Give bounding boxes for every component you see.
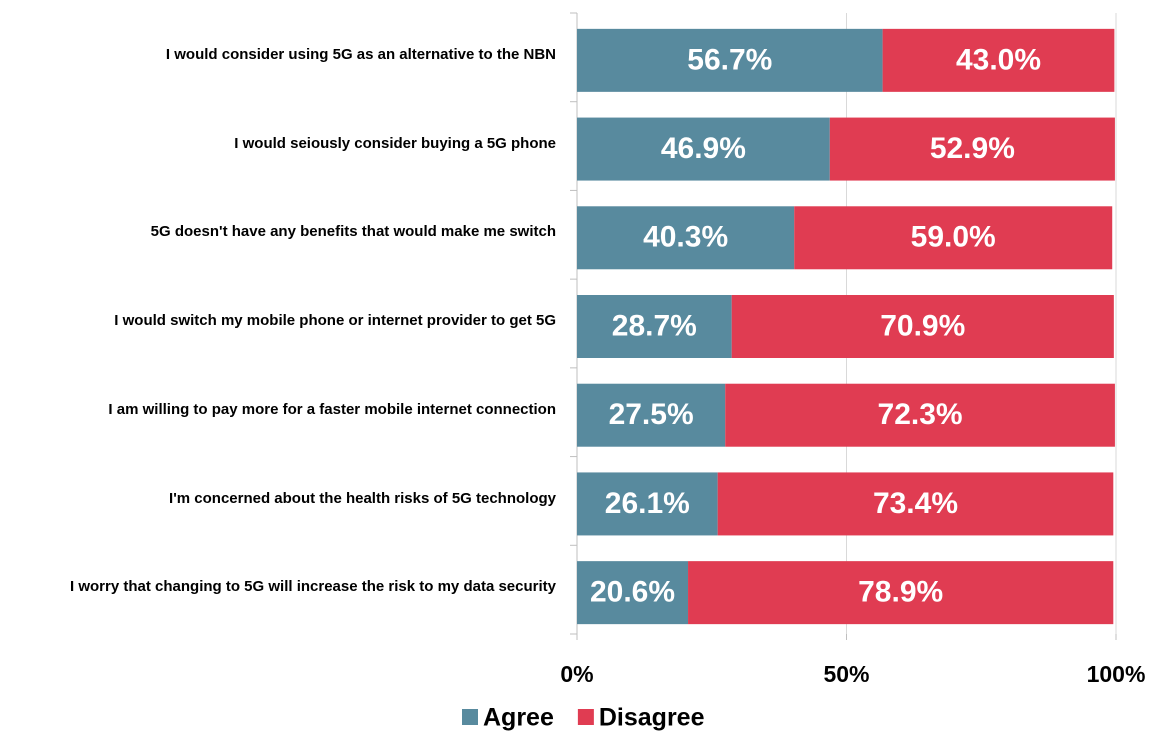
x-tick-label: 100% [1087, 661, 1146, 687]
x-tick-label: 50% [823, 661, 869, 687]
category-label-box: I would consider using 5G as an alternat… [165, 46, 556, 63]
legend-swatch [577, 709, 594, 725]
data-label: 59.0% [911, 221, 996, 254]
bar-segment [577, 28, 883, 92]
category-label-box: I am willing to pay more for a faster mo… [108, 400, 556, 418]
x-tick-label: 0% [560, 661, 593, 687]
data-label: 70.9% [880, 309, 965, 342]
bar-segment [829, 117, 1115, 181]
category-label: I would switch my mobile phone or intern… [114, 312, 556, 330]
category-label-box: 5G doesn't have any benefits that would … [150, 223, 556, 241]
bar-segment [577, 383, 726, 447]
legend-swatch [462, 709, 478, 725]
data-label: 52.9% [930, 132, 1015, 165]
bar-segment [577, 472, 718, 536]
category-label-box: I worry that changing to 5G will increas… [70, 578, 556, 596]
data-label: 72.3% [878, 398, 963, 431]
data-label: 28.7% [612, 309, 697, 342]
bar-segment [688, 561, 1114, 625]
category-label: I am willing to pay more for a faster mo… [108, 400, 556, 418]
data-label: 43.0% [956, 43, 1041, 76]
bar-segment [717, 472, 1114, 536]
bar-segment [577, 117, 830, 181]
category-label-box: I would switch my mobile phone or intern… [114, 312, 556, 330]
data-label: 46.9% [661, 132, 746, 165]
bar-segment [577, 295, 732, 358]
legend-label: Disagree [599, 704, 705, 731]
bar-segment [577, 206, 795, 270]
legend-label: Agree [483, 704, 554, 731]
bar-segment [725, 383, 1115, 447]
category-label-box: I'm concerned about the health risks of … [169, 489, 556, 507]
data-label: 78.9% [858, 576, 943, 609]
bar-segment [731, 295, 1114, 358]
category-label-box: I would seiously consider buying a 5G ph… [234, 134, 556, 152]
data-label: 73.4% [873, 487, 958, 520]
data-label: 56.7% [687, 43, 772, 76]
category-label: 5G doesn't have any benefits that would … [150, 223, 556, 241]
data-label: 26.1% [605, 487, 690, 520]
category-label: I worry that changing to 5G will increas… [70, 578, 556, 596]
data-label: 40.3% [643, 221, 728, 254]
category-label: I'm concerned about the health risks of … [169, 489, 556, 507]
category-label: I would consider using 5G as an alternat… [165, 46, 556, 63]
bar-segment [577, 561, 689, 625]
data-label: 27.5% [609, 398, 694, 431]
bar-segment [882, 28, 1115, 92]
data-label: 20.6% [590, 576, 675, 609]
bar-segment [794, 206, 1113, 270]
category-label: I would seiously consider buying a 5G ph… [234, 134, 556, 152]
